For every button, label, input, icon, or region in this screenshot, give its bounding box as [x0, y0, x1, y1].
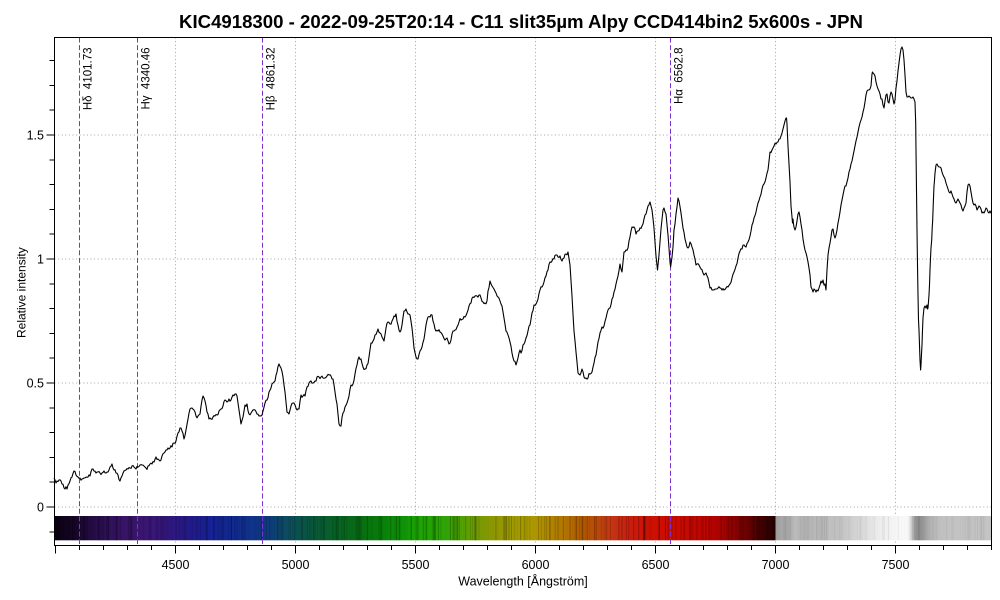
- svg-text:1: 1: [37, 252, 44, 266]
- svg-text:Wavelength [Ångström]: Wavelength [Ångström]: [458, 574, 587, 589]
- svg-text:5500: 5500: [402, 558, 430, 572]
- svg-text:0.5: 0.5: [27, 376, 44, 390]
- svg-text:Hγ 4340.46: Hγ 4340.46: [141, 48, 153, 110]
- svg-text:Hα 6562.8: Hα 6562.8: [674, 48, 686, 105]
- svg-text:5000: 5000: [282, 558, 310, 572]
- svg-text:Hβ 4861.32: Hβ 4861.32: [266, 48, 278, 111]
- svg-text:Hδ 4101.73: Hδ 4101.73: [83, 48, 95, 111]
- svg-text:6000: 6000: [522, 558, 550, 572]
- svg-text:Relative intensity: Relative intensity: [15, 247, 29, 338]
- svg-text:7000: 7000: [762, 558, 790, 572]
- svg-text:KIC4918300 - 2022-09-25T20:14: KIC4918300 - 2022-09-25T20:14 - C11 slit…: [179, 11, 863, 32]
- svg-text:6500: 6500: [642, 558, 670, 572]
- svg-text:1.5: 1.5: [27, 128, 44, 142]
- svg-text:0: 0: [37, 500, 44, 514]
- svg-text:7500: 7500: [882, 558, 910, 572]
- svg-text:4500: 4500: [162, 558, 190, 572]
